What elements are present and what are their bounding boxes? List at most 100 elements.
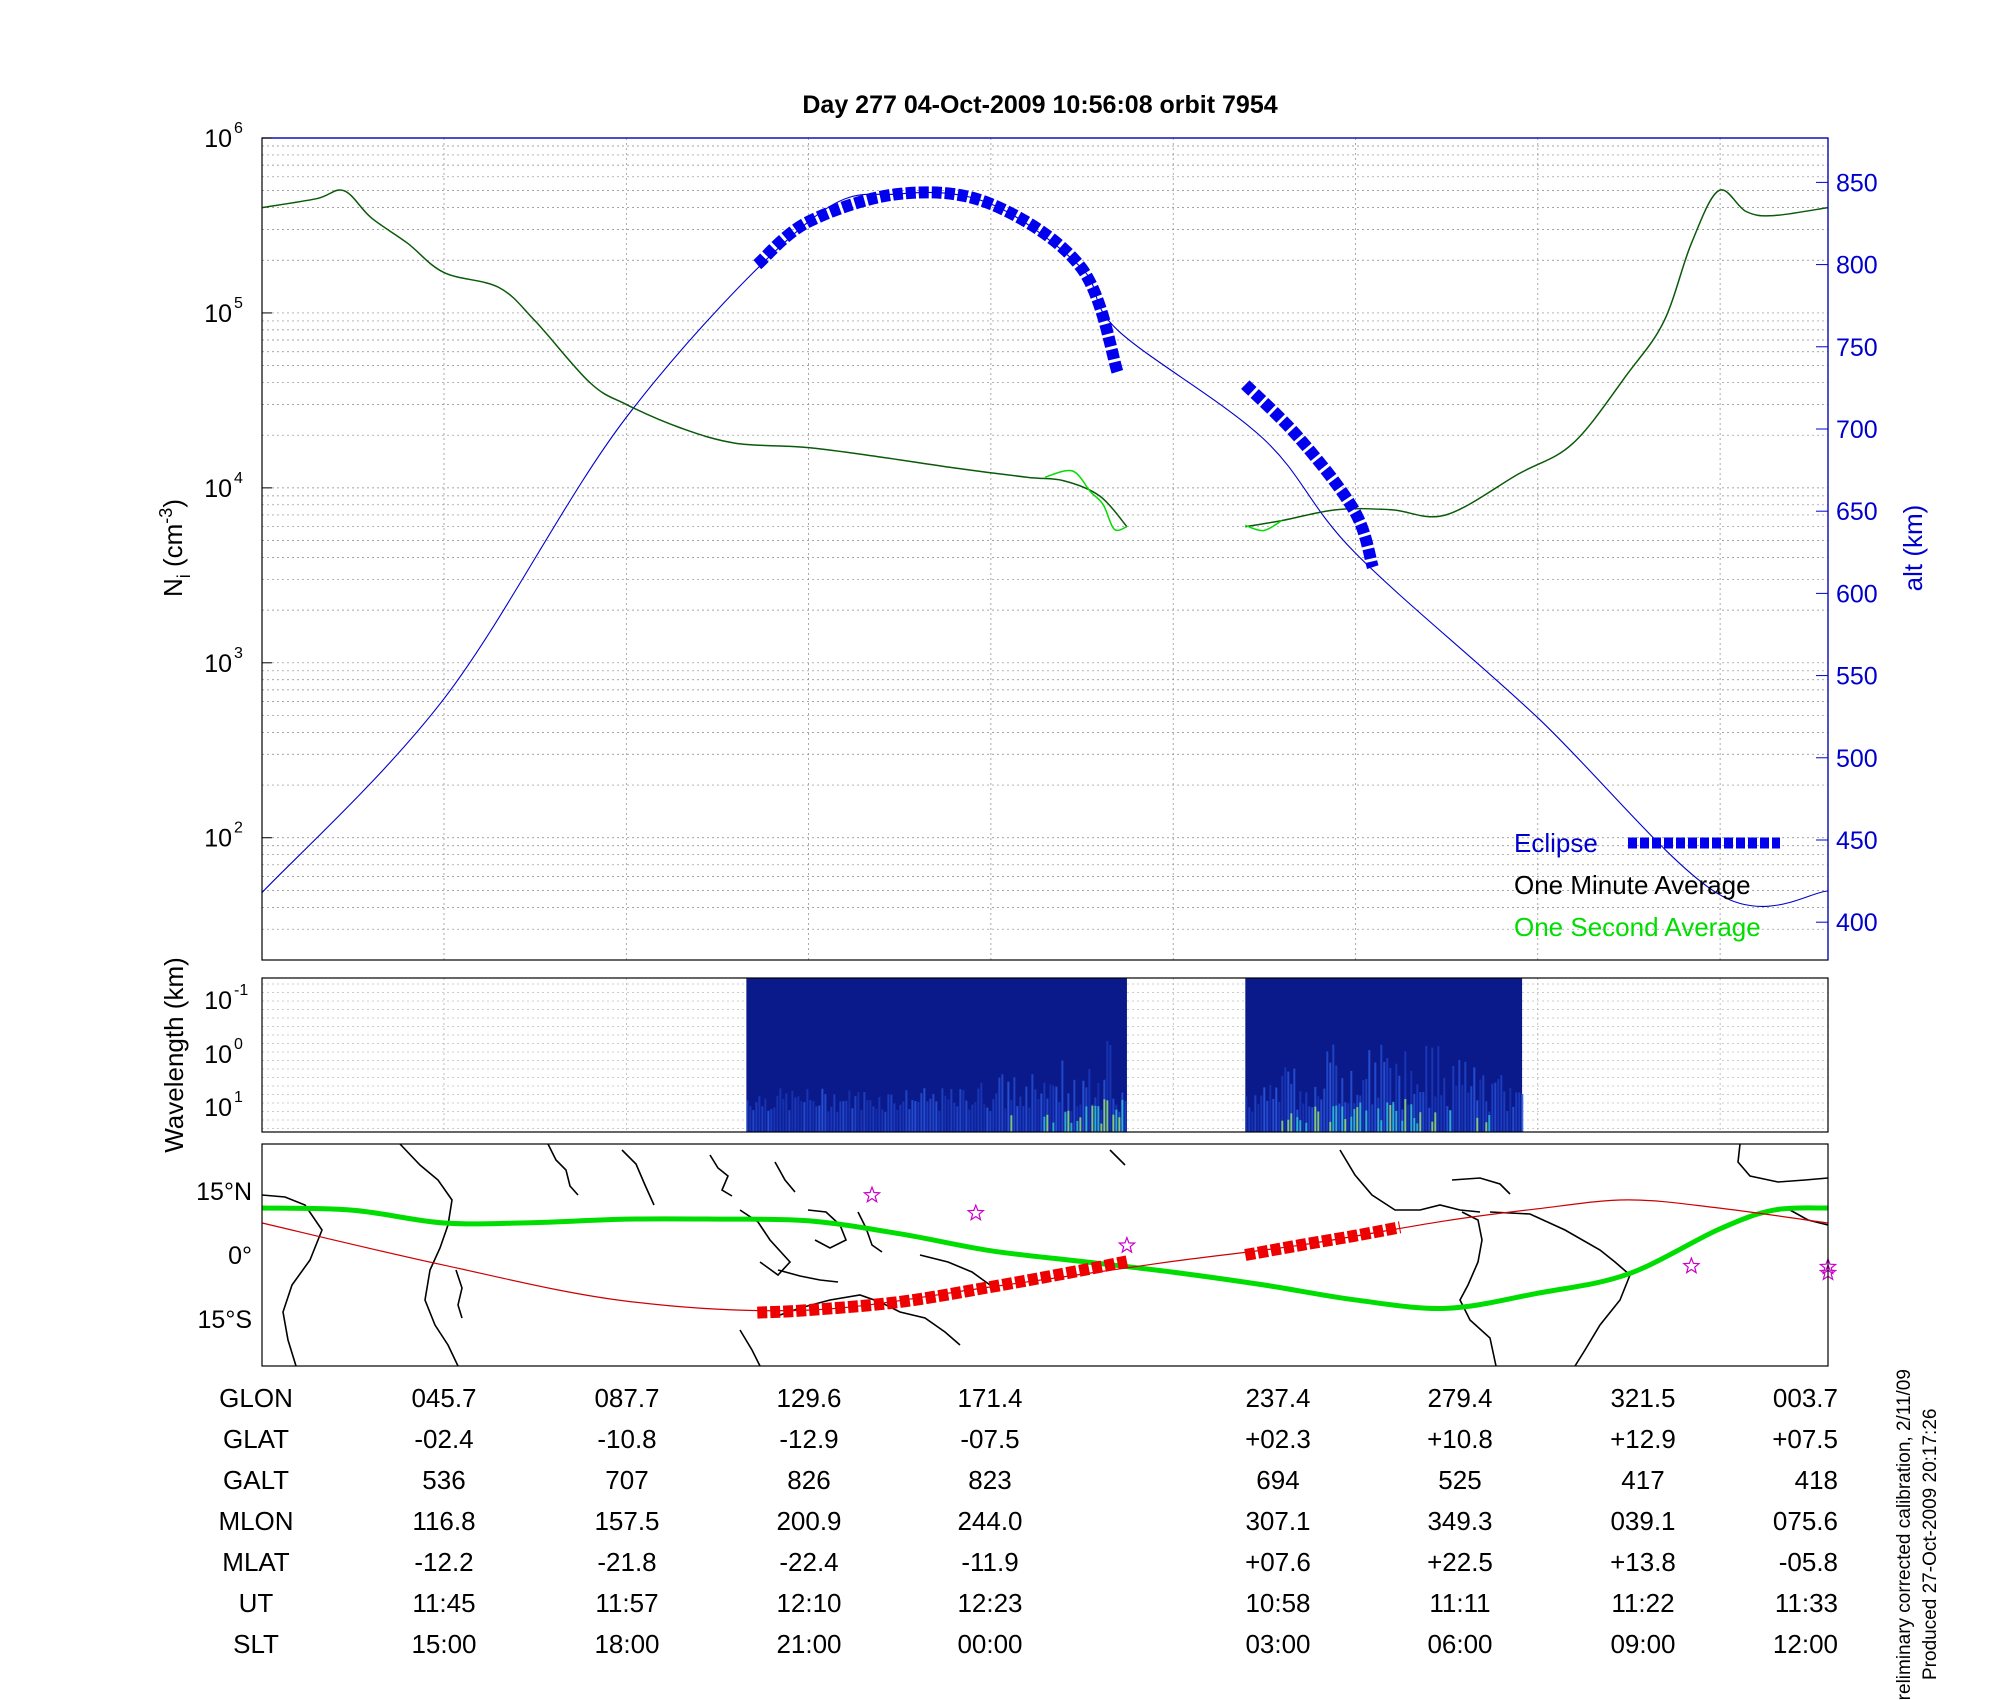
africa-west-coast [261, 1194, 323, 1367]
south-america-east-coast [1489, 1211, 1631, 1367]
density-axis-label: Ni (cm-3) [156, 499, 194, 597]
spectrogram-column [1001, 1074, 1004, 1132]
spectrogram-hot-column [1067, 1110, 1070, 1132]
spectrogram-hot-column [1314, 1106, 1317, 1132]
footnote-line1: Preliminary corrected calibration, 2/11/… [1894, 1369, 1915, 1700]
spectrogram-hot-column [1449, 1110, 1452, 1132]
spectrogram-column [938, 1110, 941, 1132]
spectrogram-column [1028, 1107, 1031, 1132]
spectrogram-hot-column [1488, 1115, 1491, 1132]
spectrogram-hot-column [1416, 1123, 1419, 1132]
spectrogram-column [1491, 1083, 1494, 1132]
spectrogram-hot-column [1365, 1110, 1368, 1132]
srilanka-coast [709, 1154, 733, 1197]
altitude-tick-label: 550 [1836, 663, 1878, 691]
table-cell: 707 [605, 1465, 648, 1495]
wavelength-axis-label: Wavelength (km) [159, 957, 189, 1153]
map-lines [261, 1185, 1838, 1319]
spectrogram-hot-column [1476, 1117, 1479, 1132]
spectrogram-column [773, 1107, 776, 1132]
table-cell: 075.6 [1773, 1506, 1838, 1536]
spectrogram-column [788, 1110, 791, 1132]
spectrogram-column [971, 1104, 974, 1132]
spectrogram-column [953, 1102, 956, 1132]
spectrogram-column [1341, 1078, 1344, 1132]
table-cell: -11.9 [961, 1547, 1018, 1577]
table-cell: -12.9 [779, 1424, 838, 1454]
table-cell: 18:00 [594, 1629, 659, 1659]
spectrogram-column [875, 1108, 878, 1132]
minute-average-line [261, 189, 1128, 528]
spectrogram-column [944, 1095, 947, 1132]
spectrogram-column [920, 1093, 923, 1132]
java-coast [777, 1269, 839, 1283]
spectrogram-column [818, 1105, 821, 1132]
spectrogram-hot-column [1386, 1102, 1389, 1132]
table-cell: 10:58 [1245, 1588, 1310, 1618]
density-tick-exponent: 4 [234, 470, 243, 487]
table-cell: -07.5 [960, 1424, 1019, 1454]
spectrogram-column [767, 1110, 770, 1132]
spectrogram-hot-column [1434, 1112, 1437, 1132]
spectrogram-column [1455, 1085, 1458, 1132]
spectrogram-hot-column [1046, 1114, 1049, 1132]
spectrogram-hot-column [1290, 1113, 1293, 1132]
spectrogram-column [932, 1093, 935, 1132]
density-axis-label-n: N [158, 578, 188, 597]
station-star [1682, 1256, 1701, 1274]
spectrogram-grid [262, 978, 1828, 1132]
spectrogram-column [1007, 1081, 1010, 1132]
spectrogram-column [1419, 1091, 1422, 1132]
coastlines [261, 1143, 1829, 1367]
magnetic-equator-line [261, 1205, 1829, 1312]
spectrogram-column [806, 1089, 809, 1132]
spectrogram-column [1323, 1088, 1326, 1132]
table-cell: 237.4 [1245, 1383, 1310, 1413]
spectrogram-hot-column [1380, 1120, 1383, 1132]
spectrogram-column [830, 1106, 833, 1132]
spectrogram-column [794, 1097, 797, 1132]
table-cell: 03:00 [1245, 1629, 1310, 1659]
spectrogram-column [887, 1094, 890, 1132]
spectrogram-hot-column [1010, 1115, 1013, 1132]
table-row-label: MLAT [222, 1547, 290, 1577]
spectrogram-column [854, 1096, 857, 1132]
borneo-coast [807, 1209, 848, 1249]
spectrogram-column [902, 1101, 905, 1132]
spectrogram-column [836, 1111, 839, 1132]
spectrogram-column [1022, 1106, 1025, 1132]
caribbean-coast [1451, 1177, 1511, 1195]
table-cell: 11:57 [595, 1588, 658, 1618]
density-grid [262, 137, 1828, 961]
spectrogram-column [1025, 1086, 1028, 1132]
station-star [862, 1185, 882, 1204]
spectrogram-hot-column [1103, 1099, 1106, 1132]
table-row-label: UT [239, 1588, 274, 1618]
spectrogram-column [839, 1101, 842, 1132]
spectrogram-column [1019, 1096, 1022, 1132]
spectrogram-hot-column [1079, 1117, 1082, 1132]
spectrogram-column [917, 1102, 920, 1132]
table-cell: 417 [1621, 1465, 1664, 1495]
spectrogram-hot-column [1332, 1106, 1335, 1132]
wavelength-tick-exponent: 0 [234, 1036, 243, 1053]
spectrogram-column [851, 1108, 854, 1132]
spectrogram-column [977, 1088, 980, 1132]
india-coast [621, 1149, 655, 1206]
spectrogram-column [1260, 1095, 1263, 1132]
density-tick-label: 10 [204, 825, 232, 853]
spectrogram-hot-column [1115, 1109, 1118, 1132]
spectrogram-column [1410, 1070, 1413, 1132]
spectrogram-column [1452, 1066, 1455, 1132]
spectrogram-hot-column [1389, 1105, 1392, 1132]
spectrogram-column [911, 1100, 914, 1132]
spectrogram-column [1004, 1108, 1007, 1132]
density-tick-label: 10 [204, 300, 232, 328]
table-cell: 823 [968, 1465, 1011, 1495]
spectrogram-hot-column [1094, 1105, 1097, 1132]
spectrogram-hot-column [1043, 1116, 1046, 1132]
table-cell: 418 [1795, 1465, 1838, 1495]
spectrogram-column [872, 1106, 875, 1132]
spectrogram-column [1052, 1085, 1055, 1132]
